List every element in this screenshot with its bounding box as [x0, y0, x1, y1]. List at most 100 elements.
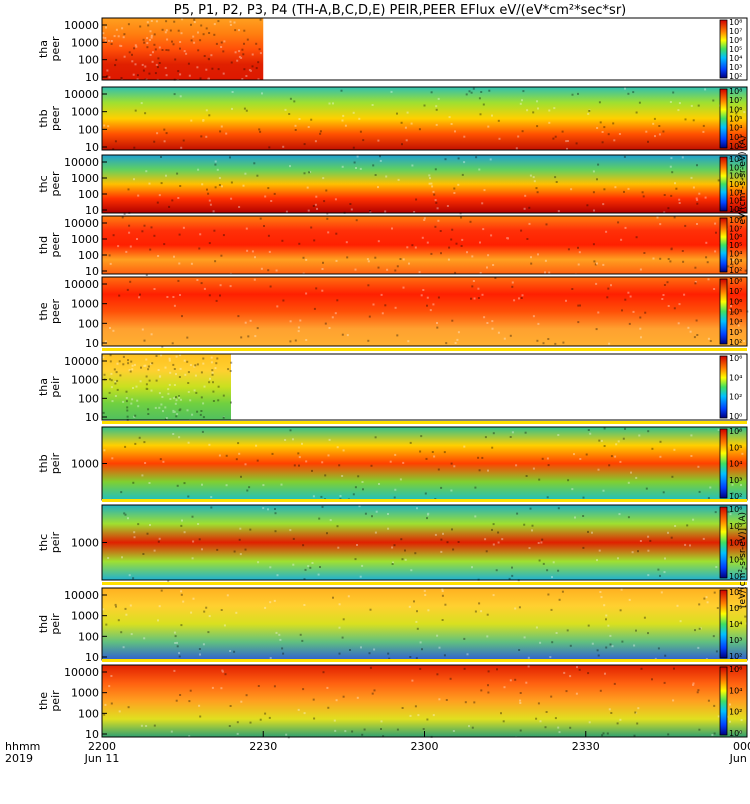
panel-frame: [101, 276, 748, 347]
colorbar-tick-label: 10²: [729, 72, 742, 81]
panel-probe-label: thb: [37, 109, 50, 127]
y-tick-label: 100: [78, 630, 99, 643]
colorbar-tick-label: 10⁶: [729, 105, 742, 114]
x-tick-label: 2300: [411, 740, 439, 753]
panel-kind-label: peir: [49, 452, 62, 474]
colorbar-tick-label: 10²: [729, 572, 742, 581]
y-tick-label: 1000: [71, 36, 99, 49]
panel-frame: [101, 353, 748, 421]
y-tick-label: 10000: [64, 19, 99, 32]
y-tick-label: 100: [78, 188, 99, 201]
panel-kind-label: peir: [49, 376, 62, 398]
colorbar-tick-label: 10⁶: [729, 354, 742, 363]
y-tick-label: 1000: [71, 610, 99, 623]
colorbar-tick-label: 10⁴: [729, 188, 742, 197]
colorbar-tick-label: 10²: [729, 338, 742, 347]
colorbar-tick-label: 10⁷: [729, 224, 742, 233]
colorbar-tick-label: 10⁴: [729, 318, 742, 327]
colorbar-tick-label: 10⁴: [729, 460, 742, 469]
y-tick-label: 100: [78, 54, 99, 67]
y-tick-label: 100: [78, 317, 99, 330]
colorbar: [719, 156, 728, 212]
colorbar-tick-label: 10⁶: [729, 297, 742, 306]
colorbar: [719, 278, 728, 345]
panel-probe-label: thc: [37, 175, 50, 192]
x-row-sublabel: 2019: [5, 752, 33, 765]
colorbar: [719, 217, 728, 273]
spectrogram-data: [102, 665, 747, 737]
colorbar-tick-label: 10⁵: [729, 115, 742, 124]
y-tick-label: 1000: [71, 106, 99, 119]
colorbar: [719, 666, 728, 736]
panel-frame: [101, 17, 748, 81]
panel-kind-label: peer: [49, 106, 62, 132]
colorbar-tick-label: 10⁴: [729, 373, 742, 382]
panel-thd-peer: 10 100 1000 10000 thd peer 10²10³10⁴10⁵10⁶10⁷1…: [37, 215, 748, 278]
spectrogram-noise: [123, 155, 749, 215]
y-tick-label: 10: [85, 728, 99, 741]
colorbar-tick-label: 10⁷: [729, 163, 742, 172]
spectrogram-data: [102, 87, 747, 150]
colorbar-tick-label: 10⁵: [729, 443, 742, 452]
y-tick-label: 100: [78, 249, 99, 262]
panel-the-peir: 10 100 1000 10000 the peir 10⁰ 10² 10⁴ 10⁶: [37, 659, 748, 741]
colorbar-tick-label: 10⁶: [729, 36, 742, 45]
colorbar-tick-label: 10⁴: [729, 620, 742, 629]
spectrogram-data: [102, 155, 747, 213]
colorbar-tick-label: 10⁸: [729, 87, 742, 96]
colorbar-tick-label: 10⁸: [729, 277, 742, 286]
colorbar-tick-label: 10⁵: [729, 308, 742, 317]
y-tick-label: 100: [78, 123, 99, 136]
colorbar-tick-label: 10⁰: [729, 729, 742, 738]
y-tick-label: 1000: [71, 172, 99, 185]
spectrogram-data: [102, 277, 747, 346]
panel-probe-label: thd: [37, 236, 50, 254]
colorbar-tick-label: 10²: [729, 205, 742, 214]
colorbar-tick-label: 10⁶: [729, 233, 742, 242]
colorbar-tick-label: 10³: [729, 133, 742, 142]
colorbar-tick-label: 10⁴: [729, 539, 742, 548]
y-tick-label: 1000: [71, 687, 99, 700]
panel-thb-peir: 1000 thb peir 10² 10³ 10⁴ 10⁵ 10⁶: [37, 421, 748, 502]
x-tick-label: 0000: [733, 740, 750, 753]
colorbar-tick-label: 10³: [729, 197, 742, 206]
panel-thb-peer: 10 100 1000 10000 thb peer 10²10³10⁴10⁵10⁶10⁷1…: [37, 86, 748, 154]
y-tick-label: 10: [85, 141, 99, 154]
y-tick-label: 10000: [64, 88, 99, 101]
y-tick-label: 10000: [64, 156, 99, 169]
x-date-label: Jun 12: [729, 752, 750, 765]
panel-frame: [101, 154, 748, 214]
spectrogram-noise: [103, 87, 746, 152]
panel-probe-label: thd: [37, 615, 50, 633]
y-tick-label: 100: [78, 392, 99, 405]
spectrogram-data: [102, 354, 231, 420]
colorbar-tick-label: 10⁶: [729, 172, 742, 181]
colorbar: [719, 428, 728, 499]
spectrogram-data: [102, 18, 264, 80]
colorbar-tick-label: 10⁶: [729, 427, 742, 436]
colorbar-tick-label: 10²: [729, 142, 742, 151]
panel-tha-peir: 10 100 1000 10000 tha peir 10⁰ 10² 10⁴ 10⁶: [37, 348, 748, 424]
y-tick-label: 10000: [64, 278, 99, 291]
quality-strip: [102, 421, 747, 424]
panel-kind-label: peir: [49, 690, 62, 712]
colorbar-tick-label: 10⁷: [729, 96, 742, 105]
y-tick-label: 10: [85, 411, 99, 424]
y-tick-label: 1000: [71, 458, 99, 471]
colorbar-tick-label: 10⁴: [729, 686, 742, 695]
panel-kind-label: peir: [49, 613, 62, 635]
y-tick-label: 10000: [64, 589, 99, 602]
panel-probe-label: tha: [37, 40, 50, 58]
panel-kind-label: peer: [49, 36, 62, 62]
panel-thc-peer: 10 100 1000 10000 thc peer 10²10³10⁴10⁵10⁶10⁷1…: [37, 154, 749, 217]
panel-tha-peer: 10 100 1000 10000 tha peer 10²10³10⁴10⁵10⁶10⁷1…: [37, 17, 748, 84]
y-tick-label: 1000: [71, 537, 99, 550]
spectrogram-noise: [102, 354, 233, 422]
colorbar-tick-label: 10³: [729, 258, 742, 267]
colorbar-tick-label: 10⁸: [729, 155, 742, 164]
colorbar-tick-label: 10⁶: [729, 665, 742, 674]
colorbar-tick-label: 10³: [729, 555, 742, 564]
